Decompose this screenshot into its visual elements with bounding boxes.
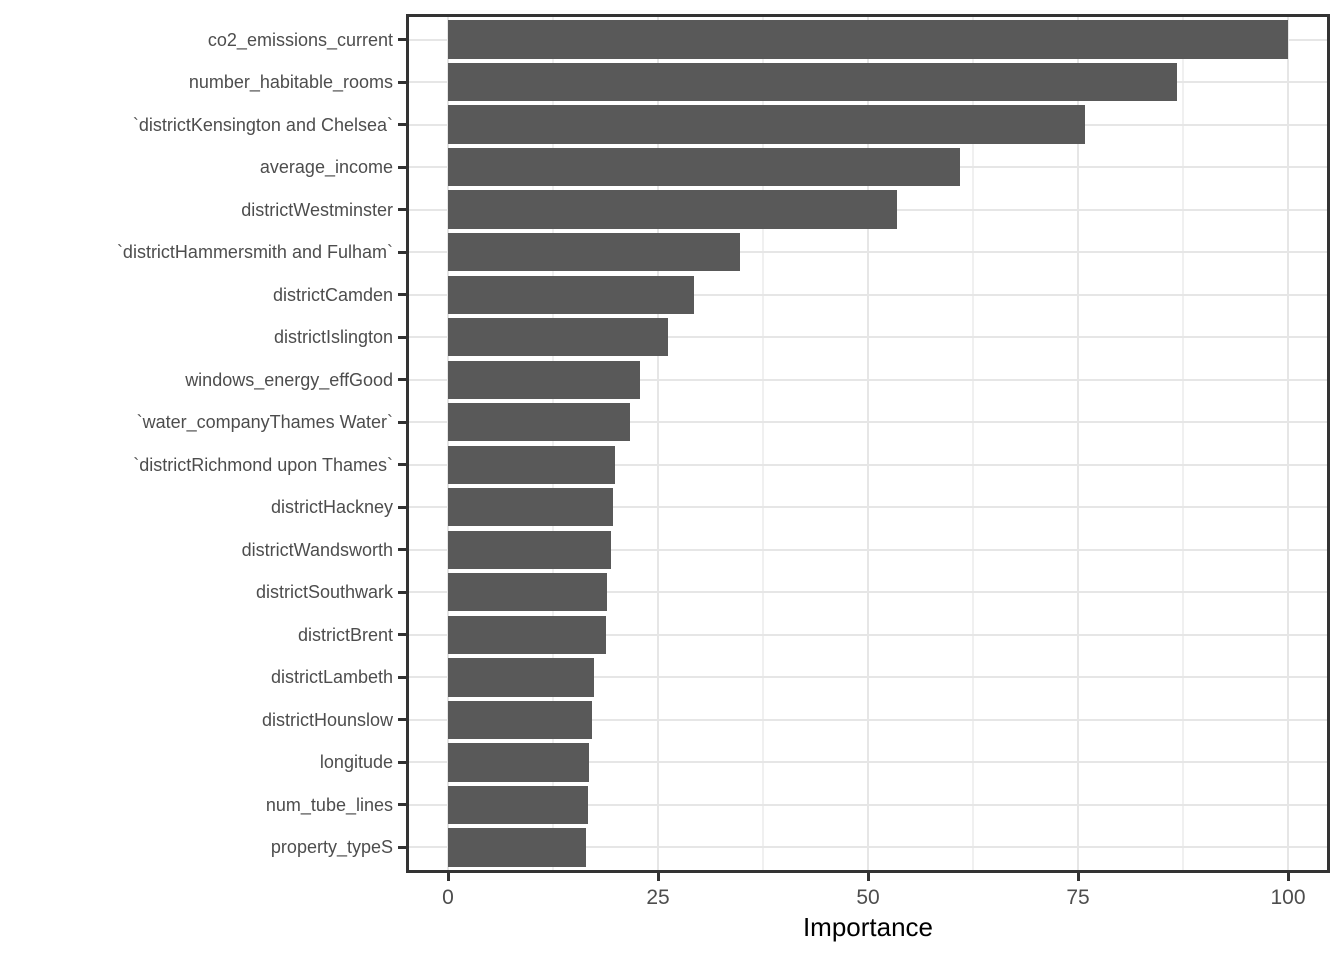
- y-axis-category-label: `districtRichmond upon Thames`: [133, 454, 393, 475]
- bar: [448, 445, 616, 484]
- bar: [448, 658, 595, 697]
- gridline-minor-vertical: [972, 14, 974, 873]
- y-axis-category-label: districtSouthwark: [255, 582, 393, 603]
- x-axis-tick-label: 75: [1066, 886, 1090, 909]
- y-tick-mark: [398, 420, 406, 424]
- y-axis-category-label: longitude: [319, 752, 393, 773]
- y-tick-mark: [398, 548, 406, 552]
- bar: [448, 828, 586, 867]
- y-axis-category-label: windows_energy_effGood: [185, 369, 393, 390]
- gridline-major-horizontal: [406, 846, 1330, 849]
- bar: [448, 700, 592, 740]
- bar: [448, 20, 1288, 59]
- bar: [448, 190, 897, 229]
- y-tick-mark: [398, 675, 406, 679]
- y-axis-category-label: number_habitable_rooms: [188, 72, 393, 93]
- y-axis-category-label: districtWestminster: [241, 199, 393, 220]
- y-tick-mark: [398, 463, 406, 467]
- y-axis-category-label: co2_emissions_current: [207, 29, 393, 50]
- bar: [448, 360, 641, 399]
- y-tick-mark: [398, 335, 406, 339]
- bar: [448, 615, 606, 654]
- bar: [448, 403, 631, 442]
- y-axis-category-label: num_tube_lines: [265, 794, 393, 815]
- y-axis-category-label: districtHounslow: [261, 709, 393, 730]
- y-tick-mark: [398, 378, 406, 382]
- y-axis-category-label: districtLambeth: [270, 667, 393, 688]
- gridline-major-horizontal: [406, 463, 1330, 466]
- gridline-major-vertical: [657, 14, 659, 873]
- y-tick-mark: [398, 803, 406, 807]
- gridline-major-vertical: [1077, 14, 1079, 873]
- x-tick-mark: [1076, 873, 1080, 881]
- x-axis-title: Importance: [802, 912, 934, 942]
- y-tick-mark: [398, 208, 406, 212]
- y-tick-mark: [398, 845, 406, 849]
- y-axis-category-label: `districtHammersmith and Fulham`: [116, 242, 393, 263]
- gridline-minor-vertical: [552, 14, 554, 873]
- x-tick-mark: [866, 873, 870, 881]
- y-axis-category-label: districtCamden: [272, 284, 393, 305]
- gridline-major-vertical: [447, 14, 449, 873]
- bar: [448, 62, 1178, 102]
- x-axis-tick-label: 100: [1270, 886, 1306, 909]
- y-tick-mark: [398, 80, 406, 84]
- y-tick-mark: [398, 38, 406, 41]
- gridline-major-horizontal: [406, 591, 1330, 594]
- bar: [448, 275, 695, 314]
- gridline-major-horizontal: [406, 548, 1330, 551]
- y-tick-mark: [398, 760, 406, 764]
- y-tick-mark: [398, 718, 406, 722]
- bar: [448, 318, 669, 357]
- bar: [448, 105, 1085, 144]
- gridline-major-horizontal: [406, 378, 1330, 381]
- y-tick-mark: [398, 633, 406, 637]
- gridline-major-horizontal: [406, 761, 1330, 764]
- y-tick-mark: [398, 293, 406, 297]
- bar: [448, 488, 613, 527]
- x-tick-mark: [656, 873, 660, 881]
- y-axis-category-label: districtIslington: [273, 327, 393, 348]
- gridline-minor-vertical: [762, 14, 764, 873]
- gridline-major-horizontal: [406, 676, 1330, 679]
- gridline-major-horizontal: [406, 633, 1330, 636]
- gridline-major-horizontal: [406, 293, 1330, 296]
- gridline-major-horizontal: [406, 718, 1330, 721]
- bar: [448, 785, 589, 825]
- x-axis-tick-label: 0: [442, 886, 454, 909]
- x-tick-mark: [1286, 873, 1290, 881]
- bar: [448, 147, 961, 187]
- x-axis-tick-label: 50: [856, 886, 880, 909]
- y-axis-category-label: `districtKensington and Chelsea`: [132, 114, 393, 135]
- bar: [448, 530, 611, 569]
- bar: [448, 573, 607, 612]
- x-axis-tick-label: 25: [646, 886, 670, 909]
- y-tick-mark: [398, 250, 406, 254]
- y-axis-category-label: districtBrent: [297, 624, 393, 645]
- gridline-major-horizontal: [406, 803, 1330, 806]
- bar: [448, 743, 590, 782]
- y-axis-category-label: districtWandsworth: [241, 539, 393, 560]
- gridline-major-horizontal: [406, 421, 1330, 424]
- y-axis-category-label: average_income: [259, 157, 393, 178]
- y-tick-mark: [398, 590, 406, 594]
- gridline-minor-vertical: [1182, 14, 1184, 873]
- y-axis-category-label: `water_companyThames Water`: [136, 412, 393, 433]
- y-tick-mark: [398, 165, 406, 169]
- x-tick-mark: [446, 873, 450, 881]
- gridline-major-horizontal: [406, 251, 1330, 254]
- y-tick-mark: [398, 123, 406, 127]
- y-axis-category-label: districtHackney: [270, 497, 393, 518]
- y-tick-mark: [398, 505, 406, 509]
- y-axis-category-label: property_typeS: [270, 837, 393, 858]
- gridline-major-horizontal: [406, 336, 1330, 339]
- gridline-major-vertical: [867, 14, 869, 873]
- bar: [448, 233, 741, 272]
- gridline-major-vertical: [1287, 14, 1289, 873]
- gridline-major-horizontal: [406, 506, 1330, 509]
